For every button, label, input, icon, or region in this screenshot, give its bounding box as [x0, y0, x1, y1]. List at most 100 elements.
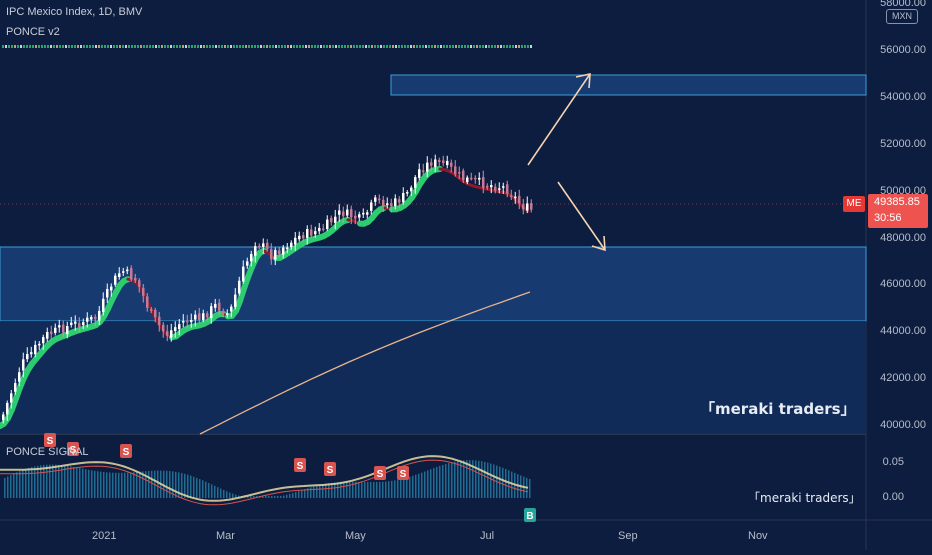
indicator-histogram-bar — [13, 474, 15, 498]
signal-strip-dot — [107, 45, 109, 48]
signal-strip-dot — [272, 45, 274, 48]
candle-body — [334, 217, 337, 223]
signal-strip-dot — [371, 45, 373, 48]
signal-strip-dot — [191, 45, 193, 48]
indicator-histogram-bar — [313, 486, 315, 498]
symbol-title[interactable]: IPC Mexico Index, 1D, BMV — [6, 6, 142, 18]
candle-body — [122, 271, 125, 273]
signal-strip-dot — [92, 45, 94, 48]
signal-strip-dot — [170, 45, 172, 48]
candle-body — [170, 330, 173, 337]
indicator-histogram-bar — [268, 496, 270, 498]
candle-body — [174, 327, 177, 331]
signal-strip-dot — [116, 45, 118, 48]
indicator-histogram-bar — [97, 471, 99, 498]
indicator-histogram-bar — [370, 482, 372, 498]
signal-strip-dot — [65, 45, 67, 48]
indicator-histogram-bar — [274, 496, 276, 498]
signal-strip-dot — [260, 45, 262, 48]
signal-strip-dot — [362, 45, 364, 48]
signal-strip-dot — [530, 45, 532, 48]
signal-strip-dot — [98, 45, 100, 48]
indicator-histogram-bar — [70, 466, 72, 498]
signal-strip-dot — [275, 45, 277, 48]
signal-strip-dot — [29, 45, 31, 48]
indicator-name[interactable]: PONCE v2 — [6, 26, 60, 38]
indicator-histogram-bar — [28, 468, 30, 498]
signal-strip-dot — [311, 45, 313, 48]
candle-body — [338, 210, 341, 214]
indicator-histogram-bar — [445, 464, 447, 498]
indicator-histogram-bar — [40, 465, 42, 498]
indicator-histogram-bar — [214, 486, 216, 498]
price-tick-label: 56000.00 — [846, 44, 926, 56]
indicator-histogram-bar — [118, 473, 120, 498]
candle-body — [222, 311, 225, 314]
signal-strip-dot — [353, 45, 355, 48]
current-price-value: 49385.85 — [868, 194, 928, 210]
signal-strip-dot — [11, 45, 13, 48]
signal-strip-dot — [146, 45, 148, 48]
candle-body — [486, 186, 489, 188]
candle-body — [118, 273, 121, 277]
indicator-histogram-bar — [442, 465, 444, 498]
candle-body — [246, 261, 249, 265]
signal-strip-dot — [200, 45, 202, 48]
signal-strip-dot — [140, 45, 142, 48]
indicator-histogram-bar — [358, 482, 360, 498]
candle-body — [274, 250, 277, 259]
signal-strip-dot — [278, 45, 280, 48]
signal-strip-dot — [368, 45, 370, 48]
signal-strip-dot — [74, 45, 76, 48]
signal-strip-dot — [413, 45, 415, 48]
signal-strip-dot — [233, 45, 235, 48]
indicator-histogram-bar — [319, 485, 321, 498]
price-tick-label: 58000.00 — [846, 0, 926, 9]
signal-strip-dot — [422, 45, 424, 48]
candle-body — [262, 243, 265, 247]
indicator-histogram-bar — [79, 468, 81, 498]
signal-strip-dot — [503, 45, 505, 48]
indicator-histogram-bar — [76, 467, 78, 498]
candle-body — [186, 321, 189, 323]
time-tick-label: Mar — [216, 530, 235, 542]
signal-strip-dot — [464, 45, 466, 48]
indicator-histogram-bar — [103, 472, 105, 498]
signal-strip-dot — [80, 45, 82, 48]
signal-strip-dot — [14, 45, 16, 48]
indicator-histogram-bar — [115, 473, 117, 498]
candle-body — [506, 184, 509, 193]
indicator-pane-title[interactable]: PONCE SIGNAL — [6, 446, 89, 458]
signal-strip-dot — [317, 45, 319, 48]
candle-body — [2, 414, 5, 420]
indicator-histogram-bar — [64, 465, 66, 498]
signal-strip-dot — [203, 45, 205, 48]
signal-strip-dot — [434, 45, 436, 48]
signal-strip-dot — [206, 45, 208, 48]
signal-strip-dot — [509, 45, 511, 48]
signal-strip-dot — [104, 45, 106, 48]
candle-body — [290, 243, 293, 247]
sell-signal-label: S — [297, 461, 304, 472]
candle-body — [446, 161, 449, 165]
indicator-histogram-bar — [385, 482, 387, 498]
signal-strip-dot — [173, 45, 175, 48]
signal-strip-dot — [323, 45, 325, 48]
candle-body — [478, 178, 481, 180]
signal-strip-dot — [329, 45, 331, 48]
price-tick-label: 52000.00 — [846, 138, 926, 150]
signal-strip-dot — [293, 45, 295, 48]
candle-body — [510, 196, 513, 198]
candle-body — [318, 228, 321, 231]
indicator-histogram-bar — [112, 473, 114, 498]
price-tick-label: 40000.00 — [846, 419, 926, 431]
candle-body — [270, 249, 273, 259]
indicator-tick-label: 0.05 — [883, 456, 904, 468]
indicator-histogram-bar — [400, 479, 402, 498]
candle-body — [102, 299, 105, 312]
signal-strip-dot — [506, 45, 508, 48]
signal-strip-dot — [149, 45, 151, 48]
indicator-histogram-bar — [55, 465, 57, 498]
